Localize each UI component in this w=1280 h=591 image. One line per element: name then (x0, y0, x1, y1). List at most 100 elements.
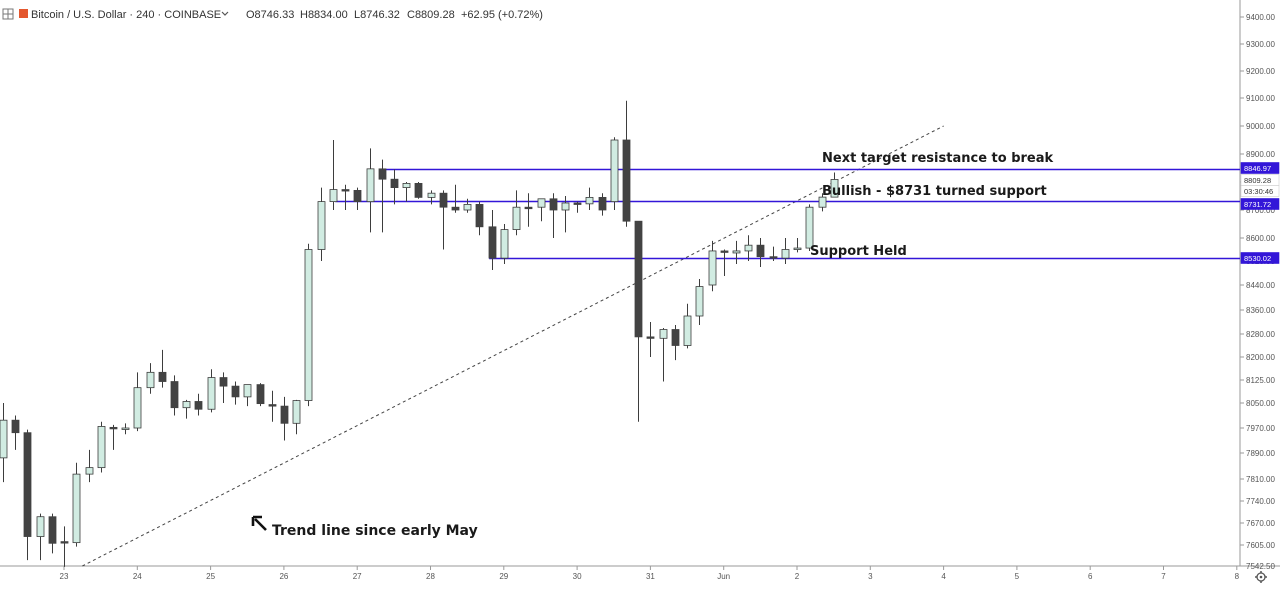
x-tick-label: 8 (1235, 572, 1240, 581)
y-tick-label: 9400.00 (1246, 13, 1275, 22)
candle-body-down (439, 192, 448, 208)
candle-body-down (414, 182, 423, 198)
price-tag-box (1240, 162, 1280, 174)
candle-body-up (683, 315, 692, 346)
y-tick-label: 8125.00 (1246, 376, 1275, 385)
candle-body-up (36, 516, 45, 537)
candle-body-down (390, 178, 399, 188)
candle-body-down (256, 384, 265, 405)
x-tick-label: 24 (133, 572, 142, 581)
trend-line-layer (82, 125, 944, 567)
x-tick-label: 6 (1088, 572, 1093, 581)
price-tag-box (1240, 185, 1280, 197)
x-tick-label: 30 (573, 572, 582, 581)
candle-body-down (756, 244, 765, 258)
annotation-support-held: Support Held (810, 244, 907, 259)
candle-body-up (512, 206, 521, 230)
candle-body-down (720, 250, 729, 253)
candle-body-down (598, 196, 607, 211)
candle-body-down (48, 516, 57, 544)
candle-body-up (182, 401, 191, 409)
candle-body-down (646, 336, 655, 339)
x-axis[interactable]: 23 24 25 26 27 28 29 30 31 Jun 2 3 4 5 6 7 8 (60, 566, 1240, 581)
y-axis[interactable]: 9400.00 9300.00 9200.00 9100.00 9000.00 8900.… (1240, 13, 1275, 571)
candle-body-down (353, 189, 362, 202)
candle-body-down (23, 432, 32, 537)
candle-body-down (488, 226, 497, 259)
x-tick-label: 3 (868, 572, 873, 581)
trend-line (82, 125, 944, 567)
price-change: +62.95 (+0.72%) (461, 9, 543, 21)
x-tick-label: 29 (499, 572, 508, 581)
price-tag-label: 03:30:46 (1244, 187, 1273, 196)
candle-body-up (427, 192, 436, 198)
candle-body-up (781, 249, 790, 259)
price-tags: 8846.97 8809.28 03:30:46 8731.72 8530.02 (1240, 162, 1280, 264)
y-tick-label: 9100.00 (1246, 94, 1275, 103)
candle-body-up (304, 249, 313, 401)
candle-body-down (451, 206, 460, 211)
candle-body-up (121, 427, 130, 430)
candle-body-down (158, 371, 167, 382)
ohlc-close: C8809.28 (407, 9, 455, 21)
dropdown-chevron-icon[interactable] (221, 11, 229, 16)
candle-body-down (219, 377, 228, 387)
candle-body-up (610, 139, 619, 202)
candle-body-down (475, 203, 484, 228)
candle-body-down (109, 426, 118, 430)
candle-body-up (537, 198, 546, 208)
y-tick-label: 8200.00 (1246, 353, 1275, 362)
candle-body-up (708, 250, 717, 286)
x-tick-label: 28 (426, 572, 435, 581)
x-tick-label: 5 (1015, 572, 1020, 581)
y-tick-label: 9000.00 (1246, 122, 1275, 131)
y-tick-label: 8700.00 (1246, 206, 1275, 215)
candle-body-up (97, 426, 106, 469)
ohlc-high: H8834.00 (300, 9, 348, 21)
candle-body-up (146, 371, 155, 389)
trend-arrow-icon (251, 515, 267, 531)
y-tick-label: 8440.00 (1246, 281, 1275, 290)
candle-body-up (329, 189, 338, 202)
symbol-title[interactable]: Bitcoin / U.S. Dollar · 240 · COINBASE (31, 9, 221, 21)
candle-body-down (573, 202, 582, 205)
x-tick-label: 2 (795, 572, 800, 581)
candle-body-up (72, 473, 81, 544)
annotation-trend-line: Trend line since early May (272, 523, 478, 539)
candle-body-up (659, 329, 668, 339)
y-tick-label: 7670.00 (1246, 519, 1275, 528)
candle-body-down (280, 405, 289, 424)
price-tag-box (1240, 198, 1280, 210)
x-tick-label: 23 (60, 572, 69, 581)
settings-gear-icon[interactable] (1255, 571, 1267, 583)
candle-body-down (549, 198, 558, 211)
candle-body-up (695, 286, 704, 317)
candle-body-down (268, 404, 277, 407)
price-tag-label: 8731.72 (1244, 200, 1271, 209)
candle-body-down (524, 206, 533, 210)
y-tick-label: 8900.00 (1246, 150, 1275, 159)
candle-body-up (207, 377, 216, 410)
candle-body-up (243, 384, 252, 398)
annotation-bullish-support: Bullish - $8731 turned support (822, 184, 1047, 199)
price-tag-label: 8846.97 (1244, 164, 1271, 173)
candle-body-down (671, 329, 680, 346)
annotation-next-target: Next target resistance to break (822, 151, 1054, 166)
crosshair-icon[interactable] (2, 8, 14, 20)
price-tag-box (1240, 252, 1280, 264)
candle-body-up (366, 168, 375, 202)
y-tick-label: 7740.00 (1246, 497, 1275, 506)
y-tick-label: 9200.00 (1246, 67, 1275, 76)
candle-body-down (60, 541, 69, 544)
y-tick-label: 8050.00 (1246, 399, 1275, 408)
candle-body-up (585, 196, 594, 205)
ohlc-low: L8746.32 (354, 9, 400, 21)
candle-body-down (170, 381, 179, 409)
price-tag-label: 8530.02 (1244, 254, 1271, 263)
y-tick-label: 7970.00 (1246, 424, 1275, 433)
bitcoin-logo (19, 9, 28, 18)
x-tick-label: 31 (646, 572, 655, 581)
y-tick-label: 8280.00 (1246, 330, 1275, 339)
